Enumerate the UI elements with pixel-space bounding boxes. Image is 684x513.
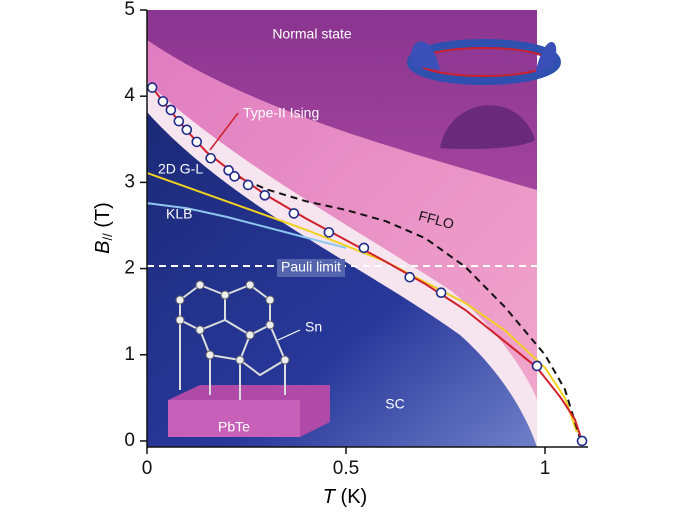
data-point (288, 208, 300, 219)
data-point (157, 96, 169, 107)
data-point (435, 287, 447, 299)
data-point (181, 124, 193, 136)
x-tick-label: 0 (142, 458, 153, 479)
data-point (146, 82, 158, 93)
y-label-symbol: B (92, 241, 114, 254)
data-point (259, 190, 271, 201)
data-point (531, 360, 543, 372)
x-axis-label: T (K) (323, 486, 367, 508)
curve-label: Pauli limit (281, 259, 341, 275)
fermi-surface-inset (407, 39, 561, 150)
data-point (323, 227, 335, 238)
data-point (576, 435, 588, 447)
y-label-unit: (T) (92, 202, 114, 228)
data-point (404, 271, 415, 283)
curve (146, 171, 578, 433)
data-point (242, 179, 254, 191)
x-tick-label: 0.5 (333, 458, 359, 479)
data-point (358, 242, 370, 254)
y-tick-label: 1 (124, 344, 135, 365)
x-label-unit: (K) (341, 486, 368, 508)
leader-line (209, 112, 239, 151)
x-tick-label: 1 (540, 458, 551, 479)
x-label-symbol: T (323, 486, 337, 508)
data-point (229, 171, 240, 182)
crystal-inset (168, 280, 330, 437)
curve-label: KLB (166, 206, 192, 222)
label-backdrop (277, 259, 345, 277)
y-tick-label: 0 (124, 430, 135, 451)
curve (146, 202, 347, 249)
y-tick-label: 5 (124, 0, 135, 20)
data-point (223, 165, 234, 176)
y-label-subscript: // (100, 233, 115, 241)
y-axis-label: B// (T) (92, 202, 119, 254)
data-point (205, 152, 216, 164)
data-point (191, 136, 203, 148)
curve-label: Type-II Ising (243, 105, 319, 121)
curve (234, 174, 582, 442)
annotation: SC (385, 396, 404, 412)
annotation: Normal state (272, 26, 352, 42)
curve-label: 2D G-L (158, 161, 203, 177)
y-tick-label: 2 (124, 258, 135, 279)
y-tick-label: 4 (124, 85, 135, 106)
annotation: Sn (305, 319, 322, 335)
data-point (173, 115, 185, 127)
annotation: PbTe (218, 419, 250, 435)
data-point (165, 104, 177, 116)
y-tick-label: 3 (124, 171, 135, 192)
